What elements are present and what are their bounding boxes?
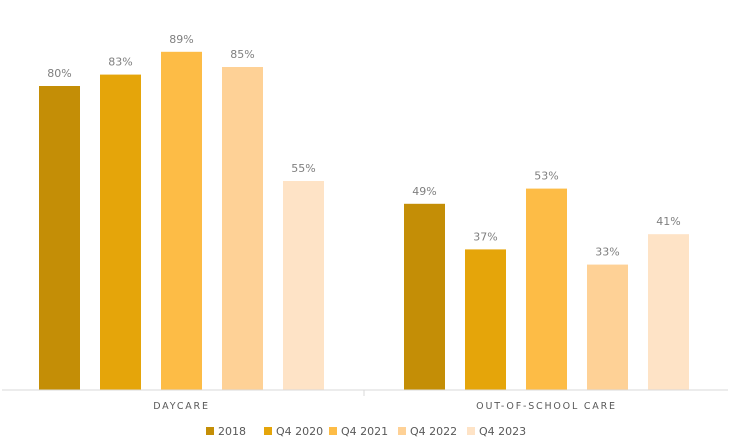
data-label: 55% — [291, 162, 315, 175]
legend: 2018 Q4 2020 Q4 2021 Q4 2022 Q4 2023 — [206, 425, 526, 438]
bar — [100, 74, 141, 390]
bars-layer — [39, 51, 689, 391]
legend-label: Q4 2022 — [410, 425, 457, 438]
legend-swatch — [329, 427, 337, 435]
data-label: 53% — [534, 170, 558, 183]
category-label: OUT-OF-SCHOOL CARE — [476, 401, 617, 412]
bar — [587, 264, 628, 390]
category-label: DAYCARE — [153, 401, 210, 412]
legend-swatch — [398, 427, 406, 435]
legend-swatch — [264, 427, 272, 435]
data-label: 41% — [656, 215, 680, 228]
legend-label: Q4 2020 — [276, 425, 323, 438]
legend-item: Q4 2021 — [329, 425, 388, 438]
legend-label: Q4 2023 — [479, 425, 526, 438]
legend-item: 2018 — [206, 425, 246, 438]
data-label: 49% — [412, 185, 436, 198]
bar — [161, 51, 202, 391]
bar — [648, 234, 689, 390]
data-label: 85% — [230, 48, 254, 61]
legend-item: Q4 2022 — [398, 425, 457, 438]
category-labels: DAYCARE OUT-OF-SCHOOL CARE — [153, 401, 617, 412]
data-label: 37% — [473, 230, 497, 243]
bar — [465, 249, 506, 390]
legend-item: Q4 2023 — [467, 425, 526, 438]
data-label: 80% — [47, 67, 71, 80]
data-label: 89% — [169, 33, 193, 46]
bar — [222, 67, 263, 390]
data-labels-layer: 80% 83% 89% 85% 55% 49% 37% 53% 33% 41% — [47, 33, 680, 259]
bar — [526, 188, 567, 390]
bar — [404, 203, 445, 390]
legend-swatch — [467, 427, 475, 435]
legend-item: Q4 2020 — [264, 425, 323, 438]
bar — [39, 86, 80, 390]
legend-label: Q4 2021 — [341, 425, 388, 438]
legend-label: 2018 — [218, 425, 246, 438]
data-label: 83% — [108, 56, 132, 69]
data-label: 33% — [595, 246, 619, 259]
bar — [283, 181, 324, 390]
legend-swatch — [206, 427, 214, 435]
